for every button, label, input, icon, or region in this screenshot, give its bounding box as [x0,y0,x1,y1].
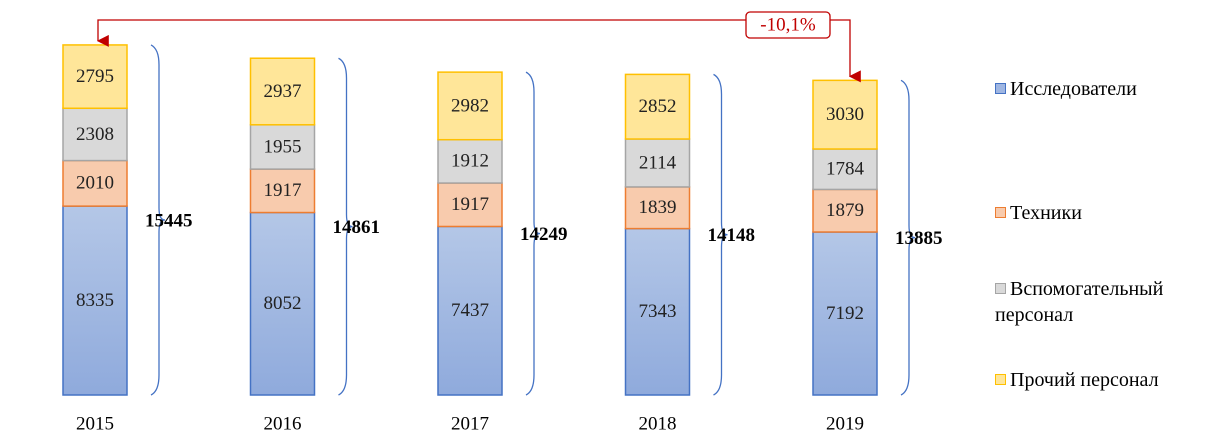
total-label: 13885 [895,228,943,249]
bar-segment [62,107,128,162]
total-label: 14861 [333,217,381,238]
bar-segment [62,205,128,396]
segment-label: 8052 [264,293,302,314]
bar-segment [624,73,691,140]
segment-label: 2852 [639,96,677,117]
legend-label: Исследователи [1010,78,1137,100]
bar-segment [624,138,691,188]
segment-label: 2982 [451,95,489,116]
legend-label: Прочий персонал [1010,369,1159,391]
total-label: 14148 [708,225,756,246]
legend-swatch [995,83,1006,94]
x-tick-label: 2017 [451,413,489,434]
segment-label: 1917 [451,194,489,215]
brace [525,71,541,396]
legend-swatch [995,374,1006,385]
segment-label: 1912 [451,151,489,172]
annotation: -10,1% [760,14,816,35]
segment-label: 7343 [639,301,677,322]
legend-swatch [995,207,1006,218]
legend-swatch [995,283,1006,294]
total-label: 14249 [520,224,568,245]
arrow [96,19,861,83]
segment-label: 2795 [76,66,114,87]
total-label: 15445 [145,210,193,231]
bar-segment [249,211,316,396]
segment-label: 1784 [826,159,865,180]
bar-segment [437,225,503,396]
legend-item: Прочий персонал [995,367,1210,393]
segment-label: 2937 [264,81,302,102]
bar-segment [437,71,503,141]
x-tick-label: 2015 [76,413,114,434]
bar-segment [624,227,691,396]
bar-segment [437,182,503,228]
brace [900,79,916,396]
legend-item: Исследователи [995,76,1210,102]
bar-segment [812,231,878,396]
segment-label: 8335 [76,290,114,311]
x-tick-label: 2019 [826,413,864,434]
bar-segment [249,124,316,170]
legend-item: Техники [995,200,1210,226]
x-tick-label: 2016 [264,413,302,434]
segment-label: 1955 [264,136,302,157]
legend-item: Вспомогательный персонал [995,276,1210,328]
segment-label: 2010 [76,173,114,194]
legend-label: Техники [1010,202,1082,224]
annotation-box [745,11,831,39]
segment-label: 1917 [264,180,302,201]
x-tick-label: 2018 [639,413,677,434]
segment-label: 3030 [826,104,864,125]
segment-label: 7437 [451,300,489,321]
segment-label: 2114 [639,152,677,173]
legend-label: Вспомогательный персонал [995,278,1164,326]
bar-segment [249,168,316,214]
brace [713,73,728,396]
bar-segment [812,79,878,150]
segment-label: 1839 [639,197,677,218]
segment-label: 2308 [76,124,114,145]
segment-label: 1879 [826,200,864,221]
segment-label: 7192 [826,303,864,324]
